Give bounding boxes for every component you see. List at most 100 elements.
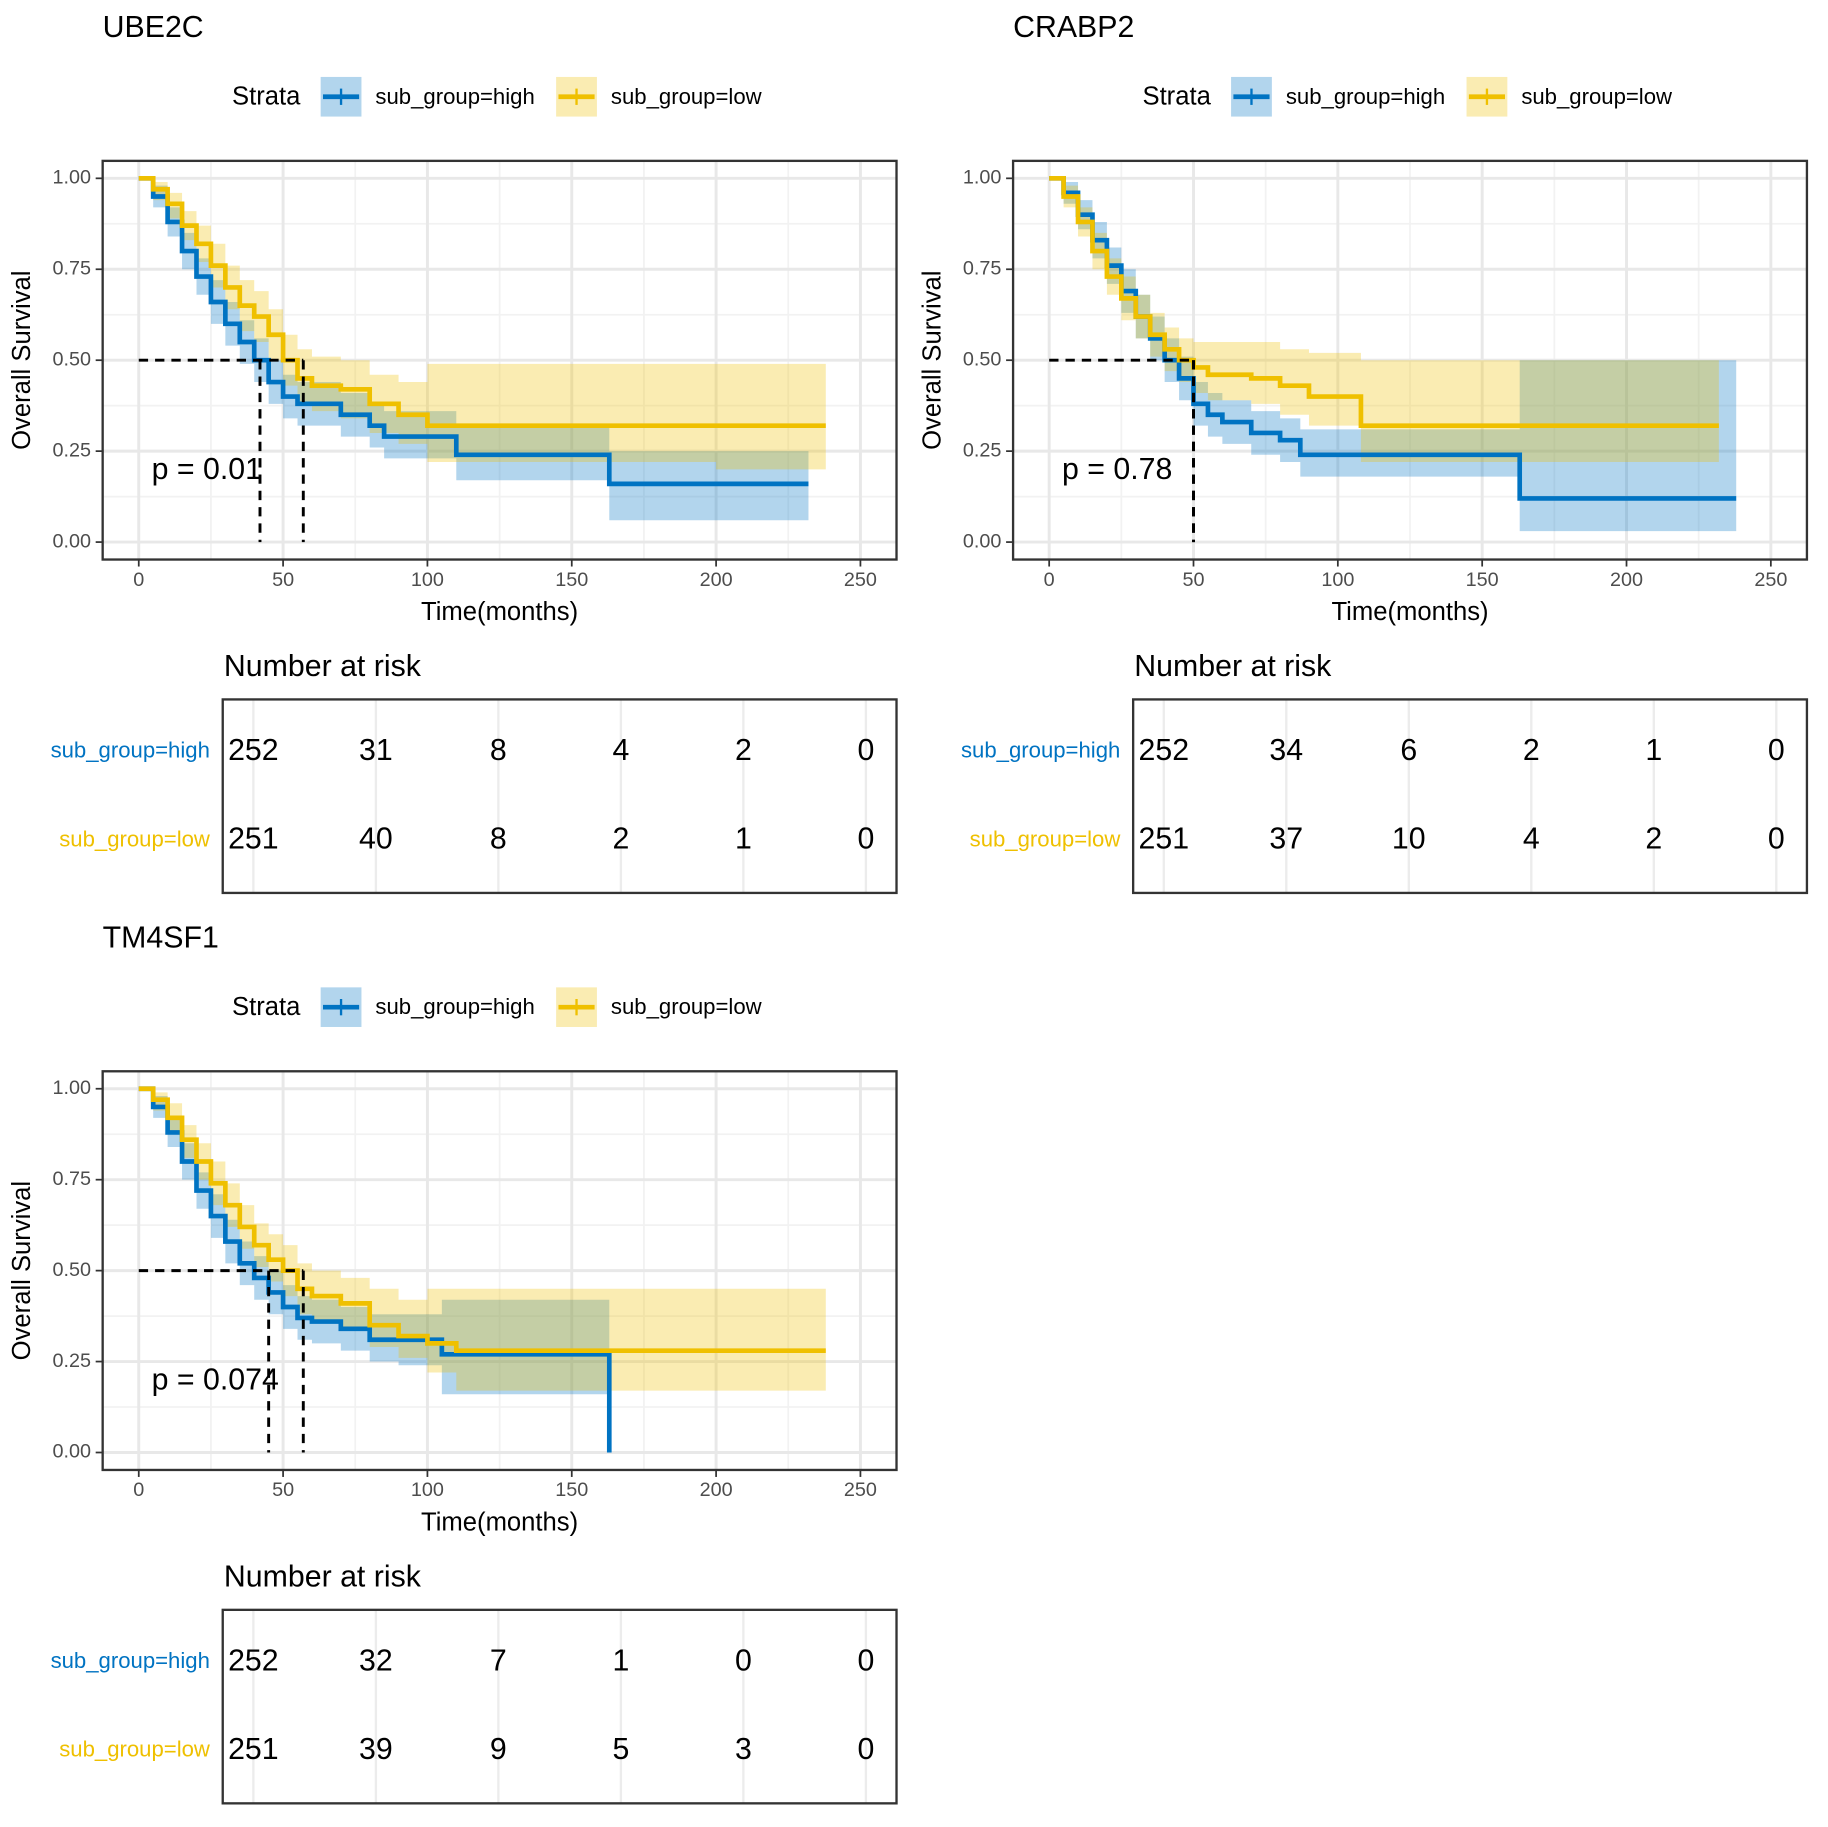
y-tick-label: 0.75	[52, 1168, 91, 1190]
legend-label: sub_group=high	[375, 994, 534, 1019]
p-value: p = 0.78	[1062, 453, 1172, 486]
risk-count: 251	[1138, 822, 1189, 855]
risk-count: 0	[735, 1644, 752, 1677]
risk-count: 0	[1768, 734, 1785, 767]
legend-label: sub_group=low	[1521, 84, 1673, 109]
x-tick-label: 150	[1466, 569, 1499, 591]
risk-table-title: Number at risk	[224, 1560, 422, 1593]
y-axis-title: Overall Survival	[8, 270, 36, 449]
x-axis-title: Time(months)	[1331, 598, 1488, 626]
x-axis-title: Time(months)	[421, 1508, 578, 1536]
y-tick-label: 1.00	[52, 167, 91, 189]
chart-title: UBE2C	[103, 11, 204, 44]
y-tick-label: 1.00	[52, 1077, 91, 1099]
p-value: p = 0.01	[152, 453, 262, 486]
x-tick-label: 100	[411, 569, 444, 591]
risk-table-border	[1131, 698, 1809, 895]
risk-count: 0	[857, 822, 874, 855]
risk-count: 5	[612, 1733, 629, 1766]
x-tick-label: 100	[411, 1479, 444, 1501]
risk-count: 31	[359, 734, 393, 767]
survival-curve	[1049, 175, 1719, 429]
risk-count: 39	[359, 1733, 393, 1766]
x-tick-label: 0	[133, 569, 144, 591]
risk-row-label: sub_group=low	[59, 1737, 211, 1762]
y-tick-label: 0.50	[52, 1259, 91, 1281]
risk-count: 0	[1768, 822, 1785, 855]
legend-label: sub_group=high	[375, 84, 534, 109]
confidence-band	[1049, 178, 1737, 532]
x-tick-label: 150	[555, 569, 588, 591]
risk-row-label: sub_group=low	[970, 826, 1122, 851]
risk-count: 2	[1523, 734, 1540, 767]
y-axis-title: Overall Survival	[919, 270, 947, 449]
p-value: p = 0.074	[152, 1363, 279, 1396]
risk-table-bg	[222, 1609, 897, 1804]
risk-count: 8	[490, 734, 507, 767]
risk-count: 252	[228, 1644, 279, 1677]
chart-title: TM4SF1	[103, 922, 219, 955]
risk-table-title: Number at risk	[1134, 650, 1332, 683]
confidence-band	[138, 1088, 826, 1391]
risk-count: 32	[359, 1644, 393, 1677]
risk-count: 2	[735, 734, 752, 767]
risk-row-label: sub_group=high	[961, 738, 1120, 763]
x-tick-label: 50	[272, 1479, 294, 1501]
risk-table-border	[221, 1608, 898, 1805]
x-tick-label: 50	[272, 569, 294, 591]
x-tick-label: 250	[844, 1479, 877, 1501]
risk-count: 2	[612, 822, 629, 855]
risk-count: 1	[612, 1644, 629, 1677]
y-tick-label: 0.75	[52, 257, 91, 279]
risk-count: 40	[359, 822, 393, 855]
risk-count: 3	[735, 1733, 752, 1766]
survival-curve	[138, 175, 826, 429]
legend-title: Strata	[232, 993, 301, 1021]
y-tick-label: 0.50	[52, 348, 91, 370]
y-tick-label: 0.00	[963, 530, 1002, 552]
x-tick-label: 150	[555, 1479, 588, 1501]
risk-table-border	[221, 698, 898, 895]
y-tick-label: 0.25	[963, 439, 1002, 461]
risk-table-title: Number at risk	[224, 650, 422, 683]
risk-count: 252	[1138, 734, 1189, 767]
y-tick-label: 0.00	[52, 530, 91, 552]
plot-border	[101, 1070, 898, 1472]
risk-count: 8	[490, 822, 507, 855]
risk-count: 4	[612, 734, 629, 767]
y-tick-label: 0.25	[52, 439, 91, 461]
y-tick-label: 1.00	[963, 167, 1002, 189]
confidence-band	[138, 178, 826, 470]
risk-count: 0	[857, 1733, 874, 1766]
confidence-band	[1049, 178, 1719, 463]
y-tick-label: 0.50	[963, 348, 1002, 370]
risk-count: 251	[228, 822, 279, 855]
x-tick-label: 250	[844, 569, 877, 591]
risk-count: 4	[1523, 822, 1540, 855]
x-tick-label: 0	[133, 1479, 144, 1501]
risk-count: 37	[1269, 822, 1303, 855]
risk-row-label: sub_group=high	[51, 738, 210, 763]
legend-label: sub_group=high	[1286, 84, 1445, 109]
plot-border	[1011, 159, 1809, 561]
risk-table-bg	[1133, 699, 1807, 893]
y-axis-title: Overall Survival	[8, 1181, 36, 1360]
plot-border	[101, 159, 898, 561]
x-tick-label: 50	[1182, 569, 1204, 591]
y-tick-label: 0.25	[52, 1350, 91, 1372]
legend-label: sub_group=low	[611, 994, 763, 1019]
x-tick-label: 250	[1754, 569, 1787, 591]
survival-curve	[138, 1086, 826, 1353]
legend-title: Strata	[232, 83, 301, 111]
risk-count: 1	[1645, 734, 1662, 767]
legend-label: sub_group=low	[611, 84, 763, 109]
y-tick-label: 0.00	[52, 1441, 91, 1463]
x-tick-label: 100	[1321, 569, 1354, 591]
risk-count: 2	[1645, 822, 1662, 855]
risk-count: 7	[490, 1644, 507, 1677]
risk-row-label: sub_group=low	[59, 826, 211, 851]
risk-count: 34	[1269, 734, 1303, 767]
risk-count: 251	[228, 1733, 279, 1766]
confidence-band	[138, 1088, 610, 1453]
x-tick-label: 200	[700, 1479, 733, 1501]
